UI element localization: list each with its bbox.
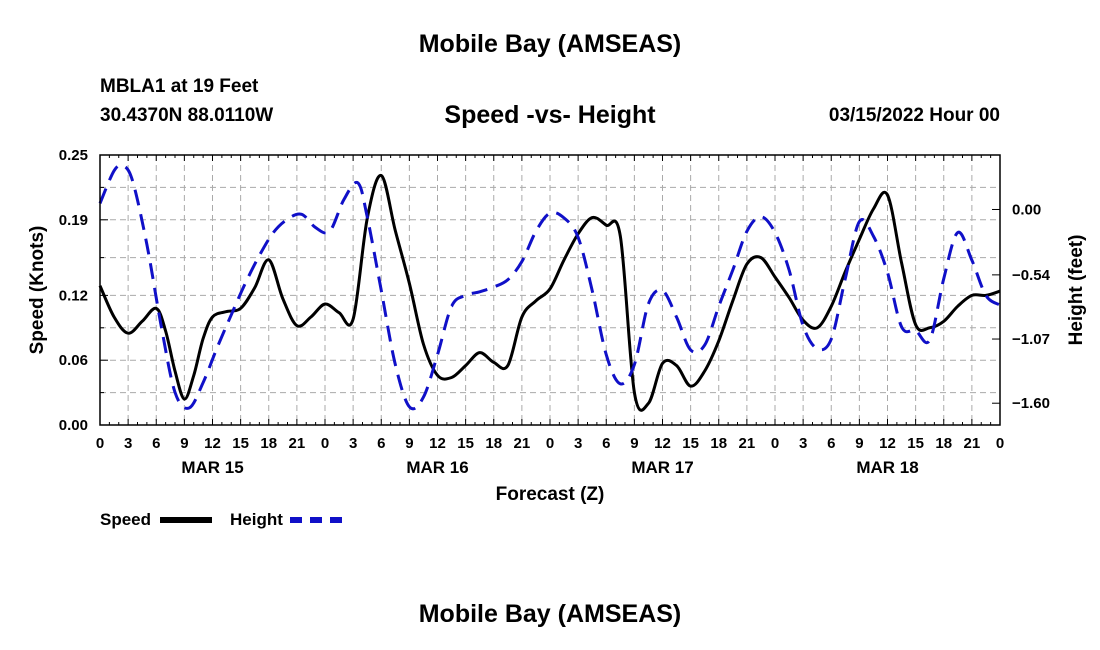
x-tick-label: 15 — [907, 435, 924, 452]
y2-tick-label: 0.00 — [1012, 201, 1041, 218]
x-tick-label: 9 — [405, 435, 413, 452]
x-tick-label: 6 — [827, 435, 835, 452]
x-tick-label: 0 — [771, 435, 779, 452]
x-tick-label: 18 — [935, 435, 952, 452]
x-tick-label: 12 — [654, 435, 671, 452]
y-tick-label: 0.00 — [59, 417, 88, 434]
station-coordinates: 30.4370N 88.0110W — [100, 105, 274, 126]
x-tick-label: 6 — [152, 435, 160, 452]
x-tick-label: 3 — [799, 435, 807, 452]
x-tick-label: 12 — [204, 435, 221, 452]
x-tick-label: 15 — [682, 435, 699, 452]
chart-title-top: Mobile Bay (AMSEAS) — [418, 30, 682, 58]
x-tick-label: 0 — [996, 435, 1004, 452]
x-tick-label: 9 — [855, 435, 863, 452]
y2-tick-label: −1.60 — [1012, 395, 1050, 412]
x-tick-label: 18 — [485, 435, 502, 452]
x-day-label: MAR 17 — [631, 458, 693, 477]
x-tick-label: 12 — [429, 435, 446, 452]
y2-tick-label: −0.54 — [1012, 267, 1051, 284]
y-axis-title-right: Height (feet) — [1066, 235, 1087, 346]
x-tick-label: 12 — [879, 435, 896, 452]
x-tick-label: 0 — [546, 435, 554, 452]
x-tick-label: 21 — [964, 435, 981, 452]
x-tick-label: 6 — [377, 435, 385, 452]
x-axis-title: Forecast (Z) — [496, 484, 605, 505]
legend-height-swatch — [290, 517, 342, 523]
x-tick-label: 3 — [349, 435, 357, 452]
y2-tick-label: −1.07 — [1012, 331, 1050, 348]
chart-title-bottom: Mobile Bay (AMSEAS) — [418, 600, 682, 628]
x-tick-label: 9 — [630, 435, 638, 452]
chart-subtitle: Speed -vs- Height — [444, 101, 656, 129]
x-tick-label: 9 — [180, 435, 188, 452]
x-tick-label: 3 — [124, 435, 132, 452]
legend-height-label: Height — [230, 510, 283, 529]
x-tick-label: 0 — [321, 435, 329, 452]
y-tick-label: 0.06 — [59, 352, 88, 369]
x-tick-label: 21 — [739, 435, 756, 452]
station-label: MBLA1 at 19 Feet — [100, 76, 259, 97]
x-tick-label: 6 — [602, 435, 610, 452]
axis-ticks: 0 3 6 9 12 15 18 21 0 3 6 9 12 15 18 21 0 3 6 9 12 15 18 21 0 3 6 9… — [59, 147, 1051, 477]
x-day-label: MAR 16 — [406, 458, 468, 477]
y-tick-label: 0.12 — [59, 287, 88, 304]
series-group — [98, 163, 1001, 412]
x-tick-label: 18 — [710, 435, 727, 452]
x-tick-label: 3 — [574, 435, 582, 452]
x-tick-label: 21 — [514, 435, 531, 452]
x-tick-label: 15 — [457, 435, 474, 452]
x-day-label: MAR 15 — [181, 458, 243, 477]
legend-speed-label: Speed — [100, 510, 152, 529]
legend-speed-swatch — [160, 517, 212, 523]
series-line-speed — [98, 174, 1001, 412]
forecast-datetime: 03/15/2022 Hour 00 — [828, 105, 1000, 126]
y-tick-label: 0.19 — [59, 212, 88, 229]
x-day-label: MAR 18 — [856, 458, 918, 477]
x-tick-label: 0 — [96, 435, 104, 452]
x-tick-label: 21 — [289, 435, 306, 452]
y-axis-title-left: Speed (Knots) — [27, 226, 48, 355]
x-tick-label: 15 — [232, 435, 249, 452]
x-tick-label: 18 — [260, 435, 277, 452]
series-line-height — [98, 163, 1001, 411]
y-tick-label: 0.25 — [59, 147, 88, 164]
